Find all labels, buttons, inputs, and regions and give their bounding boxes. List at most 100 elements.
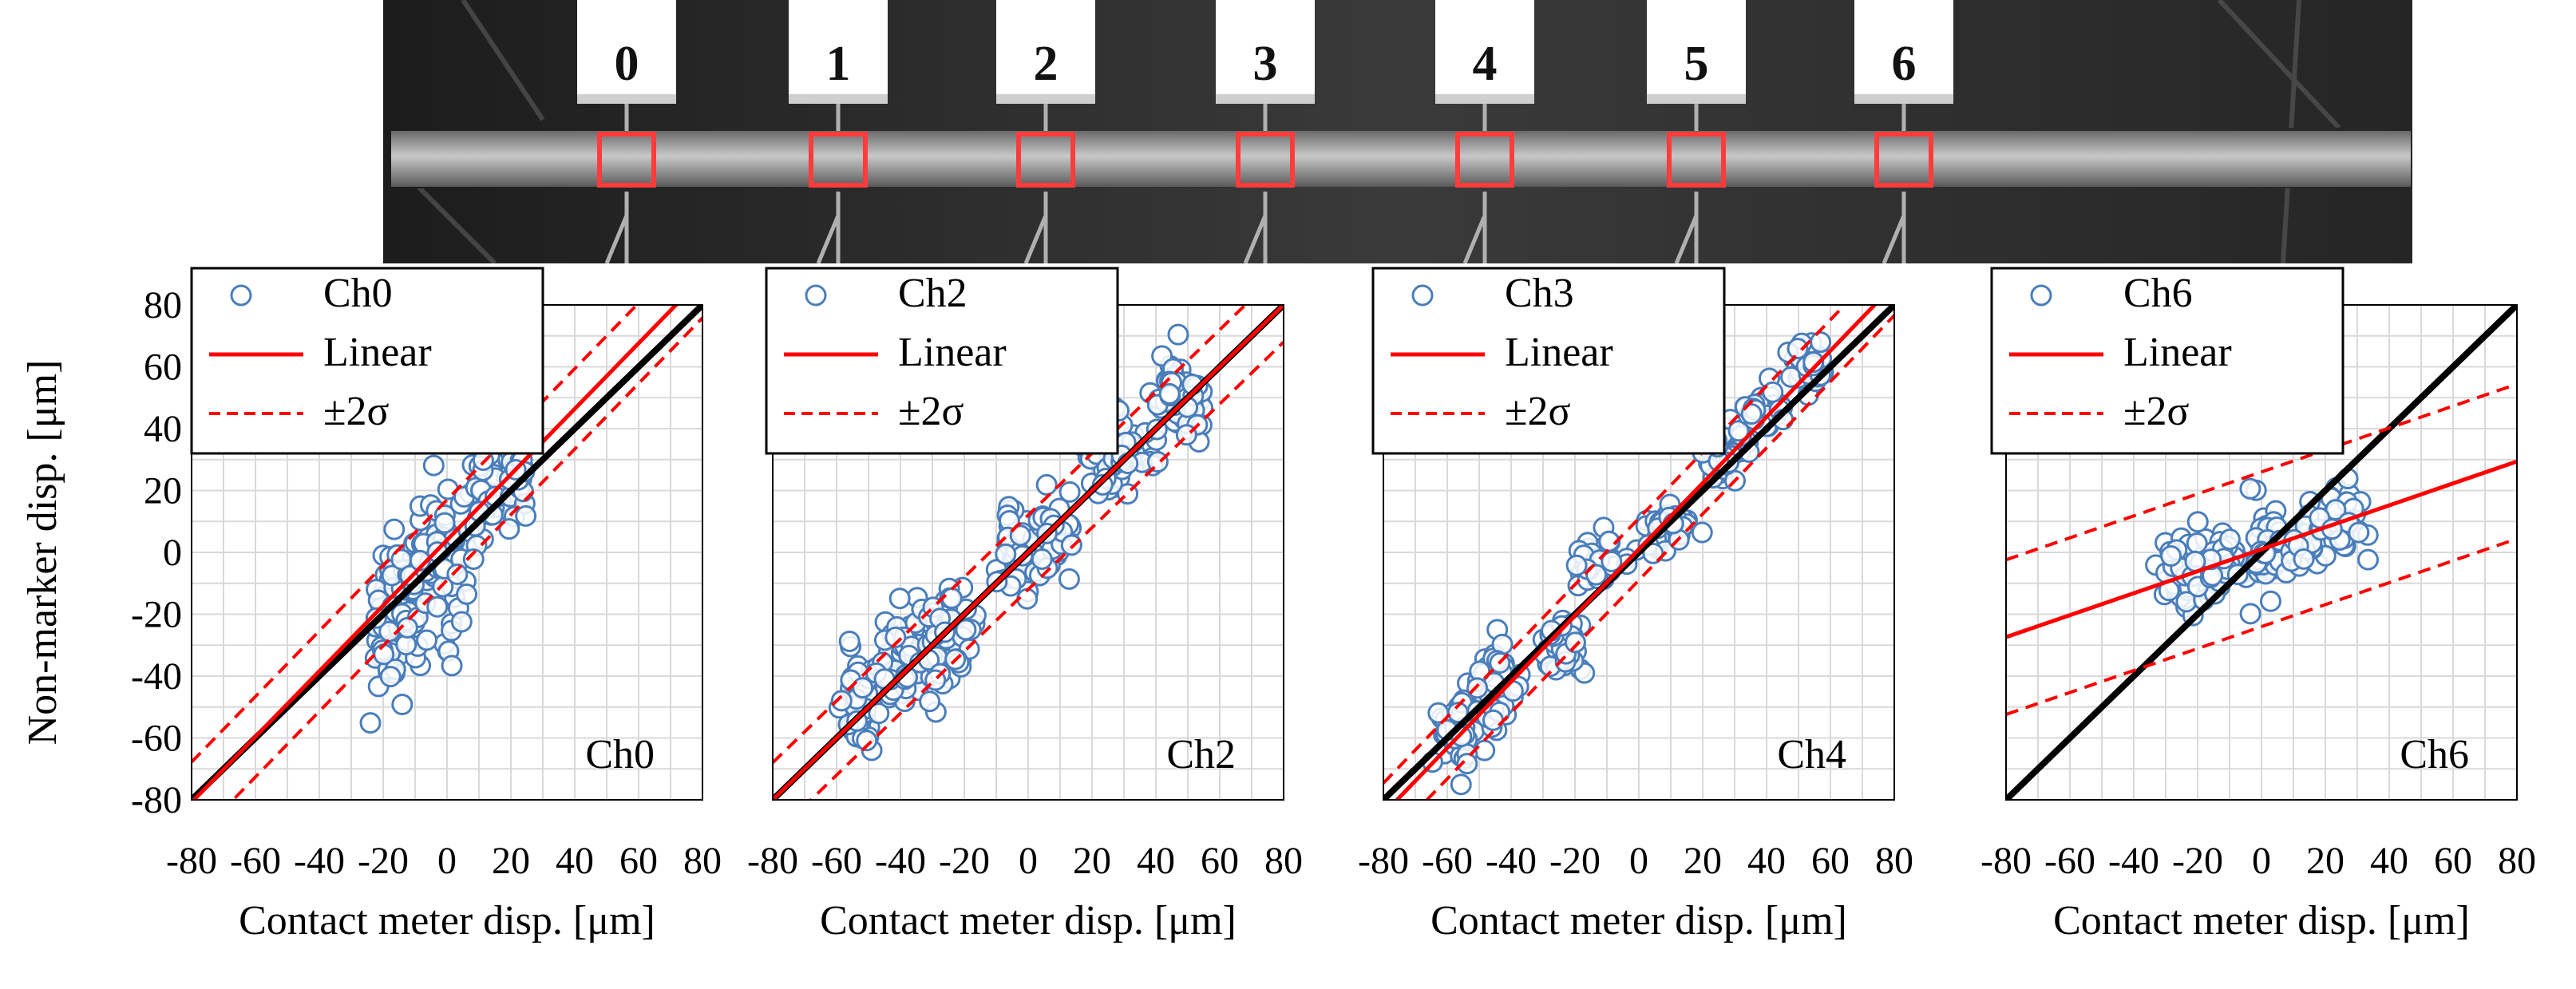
x-tick-label: -60 bbox=[230, 840, 281, 882]
two-sigma-band-line bbox=[231, 316, 702, 800]
panel-label: Ch0 bbox=[585, 732, 655, 777]
two-sigma-band-line bbox=[809, 341, 1284, 800]
photo-point-label-6: 6 bbox=[1854, 0, 1953, 104]
photo-label-text: 1 bbox=[826, 37, 851, 91]
data-point bbox=[884, 626, 907, 648]
legend-entry-label: ±2σ bbox=[323, 389, 390, 434]
data-point bbox=[2357, 548, 2380, 571]
data-point bbox=[462, 548, 485, 570]
x-tick-label: -20 bbox=[1549, 840, 1601, 882]
x-tick-label: 0 bbox=[437, 840, 457, 882]
data-point bbox=[1035, 473, 1058, 496]
data-point bbox=[868, 702, 890, 725]
x-axis-label: Contact meter disp. [μm] bbox=[2053, 898, 2470, 944]
data-point bbox=[396, 616, 418, 639]
data-point bbox=[955, 619, 977, 641]
x-tick-label: 20 bbox=[1073, 840, 1111, 882]
photo-point-label-2: 2 bbox=[996, 0, 1095, 104]
measurement-roi-box bbox=[809, 132, 868, 188]
x-tick-label: 40 bbox=[556, 840, 594, 882]
legend-entry-label: Linear bbox=[898, 330, 1007, 375]
x-tick-label: 20 bbox=[2306, 840, 2345, 882]
data-point bbox=[2160, 545, 2182, 568]
data-point bbox=[2348, 521, 2370, 544]
data-point bbox=[515, 504, 537, 527]
identity-line bbox=[2006, 305, 2517, 800]
chart-panel-1: -80 -60 -40 -20 0 20 40 60 80806040200-20-40-60-… bbox=[20, 267, 722, 944]
data-point bbox=[359, 712, 382, 734]
legend-entry-label: Ch0 bbox=[323, 271, 393, 316]
y-tick-label: 60 bbox=[144, 346, 182, 389]
x-tick-label: 20 bbox=[492, 840, 530, 882]
measurement-roi-box bbox=[1874, 132, 1933, 188]
x-tick-label: -60 bbox=[1422, 840, 1473, 882]
legend-entry-label: Linear bbox=[2123, 330, 2232, 375]
data-point bbox=[2239, 603, 2261, 625]
x-axis-label: Contact meter disp. [μm] bbox=[1430, 898, 1847, 944]
y-tick-label: 0 bbox=[163, 532, 182, 574]
chart-panel-2: -80 -60 -40 -20 0 20 40 60 80 Contact meter disp.… bbox=[747, 267, 1303, 944]
data-point bbox=[422, 454, 445, 477]
x-tick-label: -80 bbox=[1358, 840, 1409, 882]
data-point bbox=[1565, 554, 1588, 576]
x-tick-label: -20 bbox=[2172, 840, 2223, 882]
legend-entry-label: ±2σ bbox=[1505, 389, 1571, 434]
panel-label: Ch2 bbox=[1166, 732, 1236, 777]
photo-label-text: 0 bbox=[615, 37, 639, 91]
data-point bbox=[456, 583, 478, 605]
x-tick-label: -20 bbox=[358, 840, 409, 882]
photo-point-label-1: 1 bbox=[789, 0, 888, 104]
legend: Ch3 Linear ±2σ bbox=[1371, 267, 1726, 455]
y-axis-label: Non-marker disp. [μm] bbox=[20, 360, 65, 746]
x-axis-label: Contact meter disp. [μm] bbox=[239, 898, 655, 944]
data-point bbox=[450, 611, 473, 633]
measurement-roi-box bbox=[1667, 132, 1726, 188]
photo-label-text: 5 bbox=[1684, 37, 1709, 91]
y-tick-label: 80 bbox=[144, 284, 182, 326]
photo-point-label-3: 3 bbox=[1216, 0, 1315, 104]
data-point bbox=[498, 518, 520, 540]
x-tick-label: 40 bbox=[1137, 840, 1175, 882]
data-point bbox=[2293, 548, 2315, 570]
legend-entry-label: Linear bbox=[323, 330, 432, 375]
measurement-roi-box bbox=[1236, 132, 1295, 188]
legend: Ch2 Linear ±2σ bbox=[765, 267, 1119, 455]
x-tick-label: -60 bbox=[2044, 840, 2095, 882]
legend-entry-label: ±2σ bbox=[2123, 389, 2190, 434]
data-point bbox=[1167, 323, 1189, 346]
x-tick-label: -40 bbox=[875, 840, 926, 882]
y-tick-label: -80 bbox=[131, 779, 182, 821]
photo-label-text: 2 bbox=[1034, 37, 1058, 91]
data-point bbox=[1810, 331, 1832, 354]
data-point bbox=[379, 666, 402, 688]
legend: Ch6 Linear ±2σ bbox=[1990, 267, 2345, 455]
legend-entry-label: Ch3 bbox=[1505, 271, 1574, 316]
x-axis-label: Contact meter disp. [μm] bbox=[820, 898, 1237, 944]
two-sigma-band-line bbox=[1383, 305, 1847, 785]
two-sigma-band-line bbox=[2006, 537, 2517, 716]
x-tick-label: 80 bbox=[2498, 840, 2536, 882]
measurement-roi-box bbox=[1455, 132, 1514, 188]
x-tick-label: 60 bbox=[1201, 840, 1239, 882]
data-point bbox=[1762, 381, 1784, 403]
data-point bbox=[830, 690, 853, 712]
data-point bbox=[2259, 590, 2281, 612]
data-point bbox=[1058, 481, 1081, 503]
photo-label-text: 3 bbox=[1253, 37, 1278, 91]
beam-photo: 0 1 2 3 4 5 6 bbox=[383, 0, 2412, 263]
data-point bbox=[1564, 631, 1586, 654]
data-point bbox=[852, 677, 874, 699]
x-tick-label: -40 bbox=[1486, 840, 1537, 882]
data-point bbox=[1158, 382, 1181, 405]
x-tick-label: 80 bbox=[683, 840, 722, 882]
data-point bbox=[1601, 550, 1623, 572]
photo-label-text: 4 bbox=[1473, 37, 1498, 91]
data-point bbox=[838, 630, 861, 652]
data-point bbox=[1031, 548, 1053, 570]
x-tick-label: -80 bbox=[166, 840, 217, 882]
photo-point-label-0: 0 bbox=[577, 0, 676, 104]
data-point bbox=[446, 563, 469, 585]
x-tick-label: 40 bbox=[1747, 840, 1786, 882]
y-tick-label: 20 bbox=[144, 470, 182, 512]
identity-line bbox=[1383, 305, 1894, 800]
